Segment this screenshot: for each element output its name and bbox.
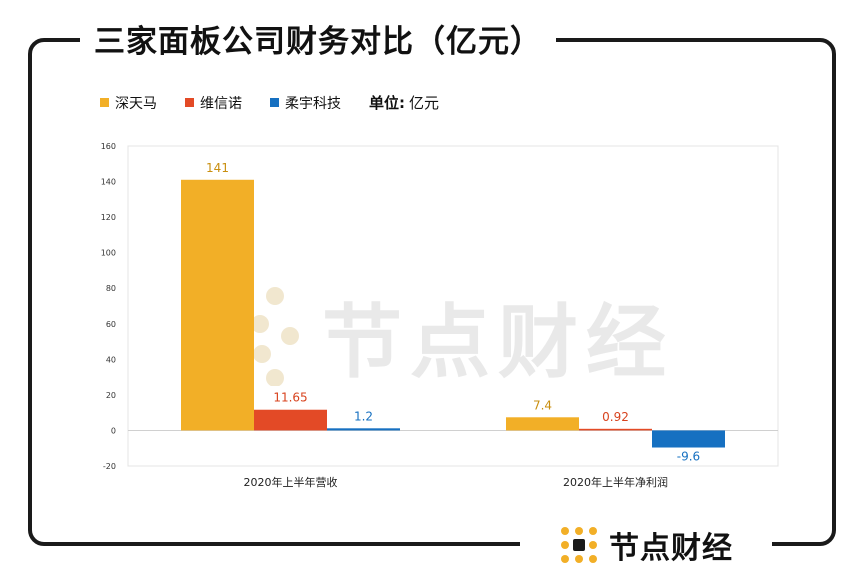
legend: 深天马 维信诺 柔宇科技 单位: 亿元 [100,92,439,113]
legend-item-series-3: 柔宇科技 [270,93,341,113]
y-tick-label-5: 80 [106,284,116,293]
brand-name: 节点财经 [609,531,733,566]
unit-value: 亿元 [409,94,440,112]
watermark-text: 节点财经 [322,296,674,389]
data-label-series-3-1: 1.2 [354,409,373,423]
data-label-series-2-1: 11.65 [273,391,307,405]
y-tick-label-7: 120 [101,213,116,222]
bar-series-1-2 [506,417,579,431]
bar-series-2-2 [579,428,652,431]
legend-swatch-series-2 [185,98,194,107]
bar-series-3-2 [652,430,725,448]
bar-series-3-1 [327,428,400,431]
watermark: 节点财经 [250,278,674,394]
chart-title: 三家面板公司财务对比（亿元） [94,23,542,60]
y-tick-label-0: -20 [103,462,116,471]
bar-series-2-1 [254,409,327,431]
data-label-series-1-1: 141 [206,161,229,175]
y-tick-label-4: 60 [106,320,116,329]
legend-label-series-3: 柔宇科技 [285,95,341,112]
x-category-label-2: 2020年上半年净利润 [563,475,668,489]
y-tick-label-2: 20 [106,391,116,400]
data-label-series-2-2: 0.92 [602,410,629,424]
legend-item-series-1: 深天马 [100,93,157,113]
y-tick-label-9: 160 [101,142,116,151]
node-dots-logo-icon [561,527,597,563]
watermark-logo-icon [251,287,299,386]
legend-label-series-1: 深天马 [115,95,157,112]
y-tick-label-8: 140 [101,178,116,187]
data-label-series-3-2: -9.6 [677,450,700,464]
plot-area [127,145,779,467]
legend-swatch-series-3 [270,98,279,107]
legend-item-series-2: 维信诺 [185,93,242,113]
data-label-series-1-2: 7.4 [533,398,552,412]
unit-label: 单位: 亿元 [369,92,439,113]
y-tick-label-3: 40 [106,355,116,364]
brand-footer: 节点财经 [520,520,772,570]
bar-series-1-1 [181,179,254,431]
legend-label-series-2: 维信诺 [200,95,242,112]
y-tick-label-6: 100 [101,249,116,258]
legend-swatch-series-1 [100,98,109,107]
x-category-label-1: 2020年上半年营收 [244,475,338,489]
unit-key: 单位: [369,94,405,112]
y-tick-label-1: 0 [111,426,116,435]
title-banner: 三家面板公司财务对比（亿元） [80,14,556,62]
